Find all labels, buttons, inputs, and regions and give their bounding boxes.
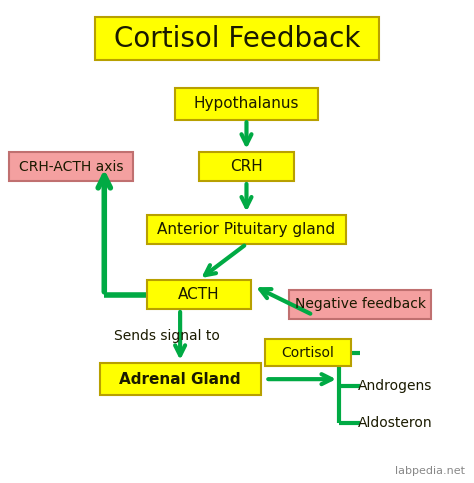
FancyBboxPatch shape xyxy=(175,88,318,119)
Text: Anterior Pituitary gland: Anterior Pituitary gland xyxy=(157,222,336,237)
Text: ACTH: ACTH xyxy=(178,287,220,302)
Text: Cortisol Feedback: Cortisol Feedback xyxy=(114,25,360,53)
FancyBboxPatch shape xyxy=(9,152,133,181)
FancyBboxPatch shape xyxy=(147,280,251,309)
Text: Aldosteron: Aldosteron xyxy=(358,416,432,429)
Text: CRH-ACTH axis: CRH-ACTH axis xyxy=(19,160,123,173)
FancyBboxPatch shape xyxy=(289,290,431,319)
FancyBboxPatch shape xyxy=(147,215,346,244)
Text: Hypothalanus: Hypothalanus xyxy=(194,96,299,112)
FancyBboxPatch shape xyxy=(199,152,294,181)
Text: Negative feedback: Negative feedback xyxy=(295,298,426,311)
Text: CRH: CRH xyxy=(230,159,263,174)
Text: Cortisol: Cortisol xyxy=(282,346,335,359)
FancyBboxPatch shape xyxy=(265,339,351,366)
Text: Androgens: Androgens xyxy=(358,380,432,393)
FancyBboxPatch shape xyxy=(100,363,261,395)
Text: Sends signal to: Sends signal to xyxy=(114,329,219,342)
Text: labpedia.net: labpedia.net xyxy=(394,466,465,476)
Text: Adrenal Gland: Adrenal Gland xyxy=(119,371,241,387)
FancyBboxPatch shape xyxy=(95,17,379,60)
